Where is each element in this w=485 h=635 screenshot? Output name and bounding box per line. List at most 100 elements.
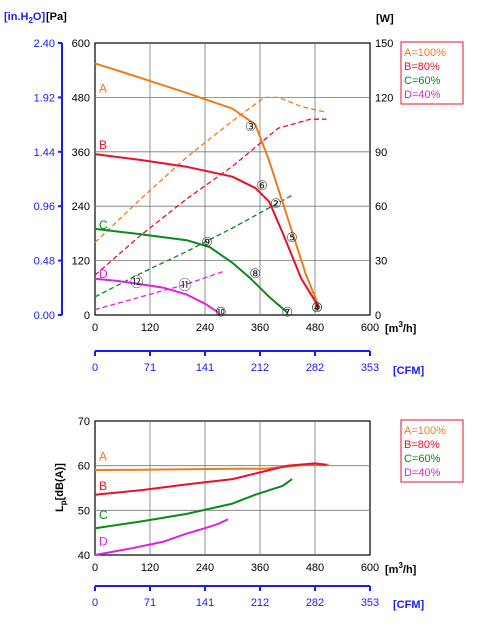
sound-legend-entry-B: B=80% <box>404 439 440 451</box>
x-tick-label: 0 <box>92 322 98 334</box>
x-tick-label: 360 <box>251 322 269 334</box>
sound-curve-letter-D: D <box>99 535 108 549</box>
inh2o-tick-label: 0.00 <box>34 310 55 322</box>
x-unit-label: [m3/h] <box>385 320 417 335</box>
pressure-curves <box>94 62 321 314</box>
sound-legend-entry-C: C=60% <box>404 453 441 465</box>
operating-point-5: ⑤ <box>286 230 298 245</box>
sound-y-tick-label: 50 <box>78 505 90 517</box>
sound-grid <box>95 421 370 555</box>
cfm-tick-label: 212 <box>251 597 269 609</box>
inh2o-axis: 0.00 0.48 0.96 1.44 1.92 2.40 <box>34 38 63 322</box>
sound-plot-area <box>94 420 371 556</box>
curve-letters: A B C D <box>99 81 108 281</box>
cfm-tick-label: 282 <box>306 597 324 609</box>
cfm-tick-label: 71 <box>144 362 156 374</box>
sound-x-tick-label: 360 <box>251 562 269 574</box>
sound-x-tick-label: 240 <box>196 562 214 574</box>
pa-tick-label: 240 <box>72 201 90 213</box>
sound-x-tick-label: 480 <box>306 562 324 574</box>
watt-tick-label: 30 <box>375 256 387 268</box>
watt-tick-label: 60 <box>375 201 387 213</box>
power-curve-A <box>94 96 325 243</box>
x-tick-label: 600 <box>361 322 379 334</box>
power-curve-D <box>94 270 224 311</box>
operating-point-6: ⑥ <box>256 178 268 193</box>
pressure-curve-C <box>94 227 289 314</box>
sound-legend-box <box>400 419 464 483</box>
pa-tick-labels: 0 120 240 360 480 600 <box>72 38 90 322</box>
inh2o-tick-label: 0.96 <box>34 201 55 213</box>
cfm-unit-label: [CFM] <box>393 365 424 377</box>
curve-letter-C: C <box>99 218 108 232</box>
watt-unit-label: [W] <box>376 13 394 25</box>
legend-entry-A: A=100% <box>404 47 446 59</box>
operating-point-9: ⑨ <box>201 234 213 249</box>
x-tick-labels: 0 120 240 360 480 600 <box>92 322 379 334</box>
pa-unit-label: [Pa] <box>46 11 67 23</box>
x-tick-label: 480 <box>306 322 324 334</box>
legend-entry-C: C=60% <box>404 75 441 87</box>
pressure-curve-A <box>94 62 321 309</box>
x-tick-label: 240 <box>196 322 214 334</box>
cfm-tick-label: 0 <box>92 362 98 374</box>
pressure-curve-B <box>94 153 321 309</box>
pa-tick-label: 0 <box>84 310 90 322</box>
pa-tick-label: 360 <box>72 147 90 159</box>
grid <box>95 43 370 315</box>
cfm-tick-label: 282 <box>306 362 324 374</box>
legend-entry-B: B=80% <box>404 61 440 73</box>
cfm-tick-label: 353 <box>361 362 379 374</box>
sound-cfm-axis: 0 71 141 212 282 353 <box>92 585 379 609</box>
sound-legend: A=100% B=80% C=60% D=40% <box>400 419 464 483</box>
watt-tick-label: 120 <box>375 92 393 104</box>
operating-point-3: ③ <box>245 119 257 134</box>
curve-letter-D: D <box>99 267 108 281</box>
legend-entry-D: D=40% <box>404 89 441 101</box>
sound-curve-C <box>94 478 293 530</box>
watt-tick-label: 0 <box>375 310 381 322</box>
sound-y-tick-label: 70 <box>78 416 90 428</box>
sound-y-tick-labels: 40 50 60 70 <box>78 416 90 562</box>
sound-x-tick-label: 600 <box>361 562 379 574</box>
sound-x-unit-label: [m3/h] <box>385 561 417 576</box>
sound-curve-letters: A B CD <box>99 450 108 549</box>
sound-curve-letter-C: C <box>99 508 108 522</box>
pressure-curve-D <box>94 277 220 314</box>
legend-box <box>400 41 464 105</box>
inh2o-unit-label: [in.H2O] <box>4 11 45 25</box>
cfm-tick-label: 212 <box>251 362 269 374</box>
sound-y-tick-label: 60 <box>78 461 90 473</box>
pa-tick-label: 600 <box>72 38 90 50</box>
sound-chart: A B CD 0 120 240 360 480 600 40 50 60 70 0 71 141 212… <box>54 416 464 611</box>
inh2o-tick-label: 1.92 <box>34 92 55 104</box>
cfm-tick-label: 353 <box>361 597 379 609</box>
watt-tick-label: 90 <box>375 147 387 159</box>
operating-point-7: ⑦ <box>282 305 294 320</box>
sound-y-tick-label: 40 <box>78 550 90 562</box>
watt-tick-labels: 0 30 60 90 120 150 <box>375 38 393 322</box>
inh2o-tick-label: 2.40 <box>34 38 55 50</box>
plot-area <box>94 42 371 316</box>
sound-curve-B <box>94 462 327 496</box>
curve-letter-B: B <box>99 138 107 152</box>
watt-tick-label: 150 <box>375 38 393 50</box>
inh2o-tick-label: 1.44 <box>34 147 55 159</box>
sound-x-tick-label: 120 <box>141 562 159 574</box>
power-curve-B <box>94 118 327 276</box>
inh2o-tick-label: 0.48 <box>34 256 55 268</box>
sound-x-tick-label: 0 <box>92 562 98 574</box>
operating-point-2: ② <box>270 196 282 211</box>
sound-curves <box>94 462 329 556</box>
sound-legend-entry-D: D=40% <box>404 467 441 479</box>
pa-tick-label: 120 <box>72 256 90 268</box>
sound-curve-letter-B: B <box>99 479 107 493</box>
operating-point-1: ① <box>311 300 323 315</box>
sound-y-label: Lp[dB(A)] <box>54 463 68 512</box>
operating-point-11: ⑪ <box>178 278 191 293</box>
operating-point-8: ⑧ <box>249 266 261 281</box>
operating-point-4: ④ <box>311 300 323 315</box>
cfm-tick-label: 141 <box>196 362 214 374</box>
